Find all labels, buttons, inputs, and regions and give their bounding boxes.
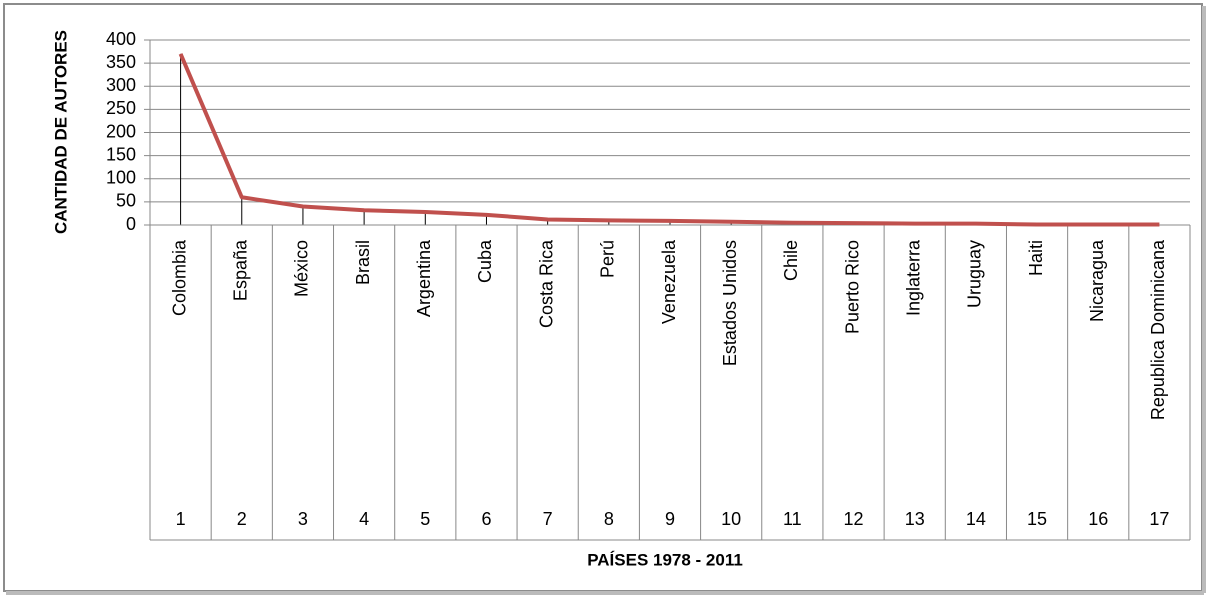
category-number: 14 bbox=[966, 509, 986, 529]
x-tick-label: Estados Unidos bbox=[720, 240, 740, 366]
y-tick-label: 350 bbox=[106, 52, 136, 72]
x-tick-label: Haiti bbox=[1026, 240, 1046, 276]
category-number: 3 bbox=[298, 509, 308, 529]
category-number: 1 bbox=[176, 509, 186, 529]
category-number: 8 bbox=[604, 509, 614, 529]
y-tick-label: 150 bbox=[106, 144, 136, 164]
y-tick-label: 250 bbox=[106, 98, 136, 118]
x-tick-label: Venezuela bbox=[659, 239, 679, 324]
x-tick-label: Nicaragua bbox=[1087, 239, 1107, 322]
y-tick-label: 0 bbox=[126, 214, 136, 234]
y-tick-label: 100 bbox=[106, 168, 136, 188]
x-tick-label: Colombia bbox=[169, 239, 189, 316]
category-number: 2 bbox=[237, 509, 247, 529]
data-line bbox=[178, 53, 1160, 227]
category-number: 11 bbox=[783, 509, 802, 529]
category-number: 10 bbox=[721, 509, 741, 529]
category-number: 17 bbox=[1149, 509, 1169, 529]
category-number: 13 bbox=[905, 509, 925, 529]
y-tick-label: 400 bbox=[106, 29, 136, 49]
category-number: 4 bbox=[359, 509, 369, 529]
y-tick-label: 200 bbox=[106, 121, 136, 141]
category-number: 9 bbox=[665, 509, 675, 529]
x-tick-label: Argentina bbox=[414, 239, 434, 317]
category-number: 16 bbox=[1088, 509, 1108, 529]
y-tick-label: 50 bbox=[116, 191, 136, 211]
x-tick-label: Brasil bbox=[353, 240, 373, 285]
x-tick-label: Uruguay bbox=[965, 240, 985, 308]
x-tick-label: México bbox=[292, 240, 312, 297]
category-number: 15 bbox=[1027, 509, 1047, 529]
x-tick-label: Inglaterra bbox=[903, 239, 923, 316]
category-number: 6 bbox=[481, 509, 491, 529]
y-axis-title: CANTIDAD DE AUTORES bbox=[51, 30, 70, 234]
y-tick-label: 300 bbox=[106, 75, 136, 95]
category-number: 7 bbox=[543, 509, 553, 529]
category-number: 5 bbox=[420, 509, 430, 529]
x-tick-label: Cuba bbox=[475, 239, 495, 283]
category-number: 12 bbox=[844, 509, 864, 529]
x-tick-label: Puerto Rico bbox=[842, 240, 862, 334]
chart-frame bbox=[3, 3, 1203, 592]
x-tick-label: Chile bbox=[781, 240, 801, 281]
x-tick-label: España bbox=[231, 239, 251, 301]
x-tick-label: Costa Rica bbox=[536, 239, 556, 328]
x-tick-label: Republica Dominicana bbox=[1148, 239, 1168, 420]
x-axis-title: PAÍSES 1978 - 2011 bbox=[587, 550, 743, 569]
x-tick-label: Perú bbox=[598, 240, 618, 278]
